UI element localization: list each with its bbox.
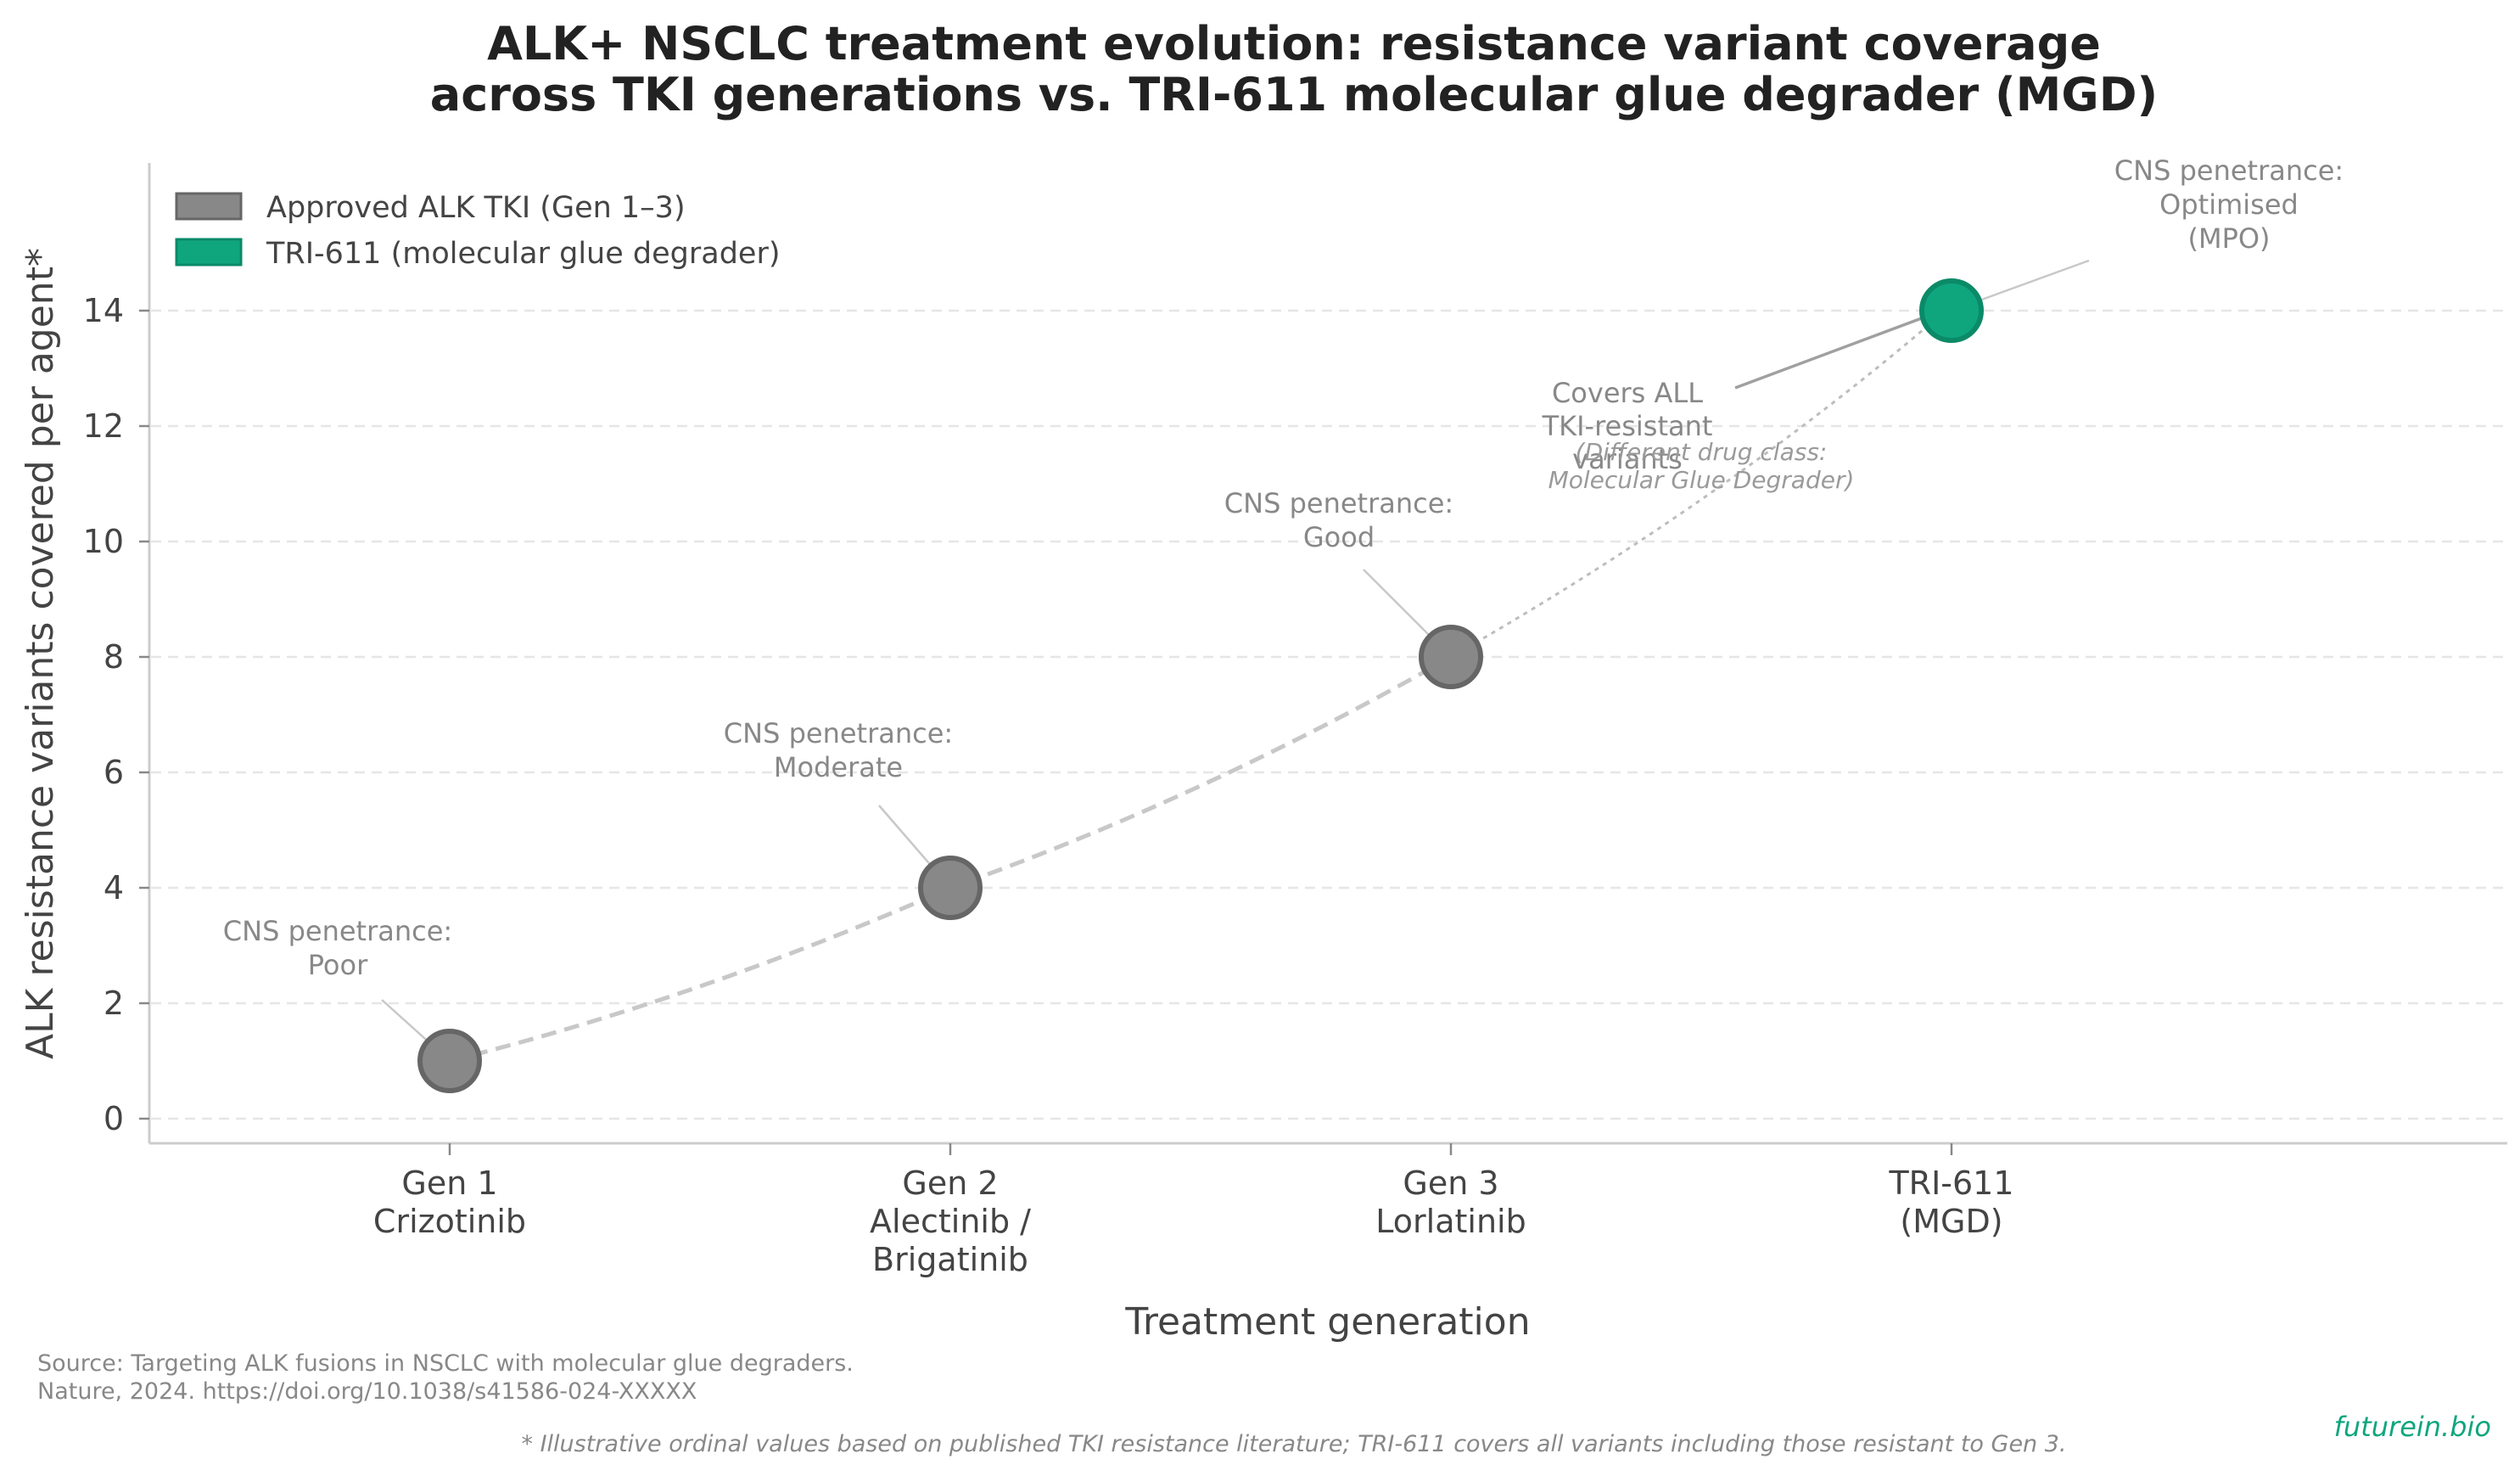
legend-swatch-mgd: [175, 238, 243, 267]
y-tick-label-4: 4: [104, 869, 124, 906]
y-tick-label-0: 0: [104, 1100, 124, 1137]
x-axis-label: Treatment generation: [1124, 1300, 1530, 1344]
cns-annotation-0: CNS penetrance: Poor: [223, 915, 452, 981]
x-tick-label-2: Gen 3 Lorlatinib: [1375, 1165, 1526, 1240]
footnote: * Illustrative ordinal values based on p…: [521, 1431, 2066, 1457]
x-ticks: Gen 1 Crizotinib Gen 2 Alectinib / Brigatini…: [373, 1143, 2014, 1278]
y-ticks: 0 2 4 6 8 10 12 14: [83, 292, 149, 1137]
grid: [151, 309, 2507, 1120]
drug-class-annotation: (Different drug class: Molecular Glue Deg…: [1548, 438, 1855, 494]
y-tick-label-8: 8: [104, 638, 124, 676]
axes: [148, 163, 2507, 1145]
source-line1: Source: Targeting ALK fusions in NSCLC w…: [37, 1350, 854, 1377]
cns-annotation-3: CNS penetrance: Optimised (MPO): [2114, 154, 2344, 255]
legend-swatch-tki: [175, 192, 243, 221]
legend: Approved ALK TKI (Gen 1–3) TRI-611 (mole…: [175, 191, 781, 271]
point-mgd-0: [1919, 278, 1984, 343]
point-tki-1: [918, 856, 983, 920]
source-line2: Nature, 2024. https://doi.org/10.1038/s4…: [37, 1378, 697, 1405]
legend-label-mgd: TRI-611 (molecular glue degrader): [266, 237, 781, 271]
y-tick-label-2: 2: [104, 985, 124, 1022]
legend-label-tki: Approved ALK TKI (Gen 1–3): [266, 191, 686, 225]
mgd-connector-line: [1450, 314, 1940, 659]
covers-arrow-shaft: [1734, 315, 1927, 390]
y-tick-label-14: 14: [83, 292, 124, 329]
covers-annotation: Covers ALL TKI-resistant variants: [1542, 377, 1713, 475]
chart-title-line2: across TKI generations vs. TRI-611 molec…: [430, 68, 2158, 121]
annotations: CNS penetrance: Poor CNS penetrance: Modera…: [223, 154, 2344, 1058]
brand-mark: futurein.bio: [2334, 1411, 2491, 1443]
cns-annotation-1: CNS penetrance: Moderate: [724, 717, 953, 783]
point-tki-0: [417, 1029, 482, 1093]
x-tick-label-0: Gen 1 Crizotinib: [373, 1165, 526, 1240]
chart-title-line1: ALK+ NSCLC treatment evolution: resistan…: [487, 17, 2101, 70]
data-points: [417, 278, 1984, 1093]
trend-connectors: [449, 314, 1940, 1064]
y-tick-label-6: 6: [104, 754, 124, 791]
x-tick-label-3: TRI-611 (MGD): [1888, 1165, 2013, 1240]
cns-annotation-2: CNS penetrance: Good: [1224, 487, 1453, 553]
x-tick-label-1: Gen 2 Alectinib / Brigatinib: [870, 1165, 1031, 1278]
y-tick-label-12: 12: [83, 407, 124, 445]
y-axis-label: ALK resistance variants covered per agen…: [19, 248, 62, 1059]
y-tick-label-10: 10: [83, 523, 124, 560]
point-tki-2: [1419, 625, 1483, 689]
